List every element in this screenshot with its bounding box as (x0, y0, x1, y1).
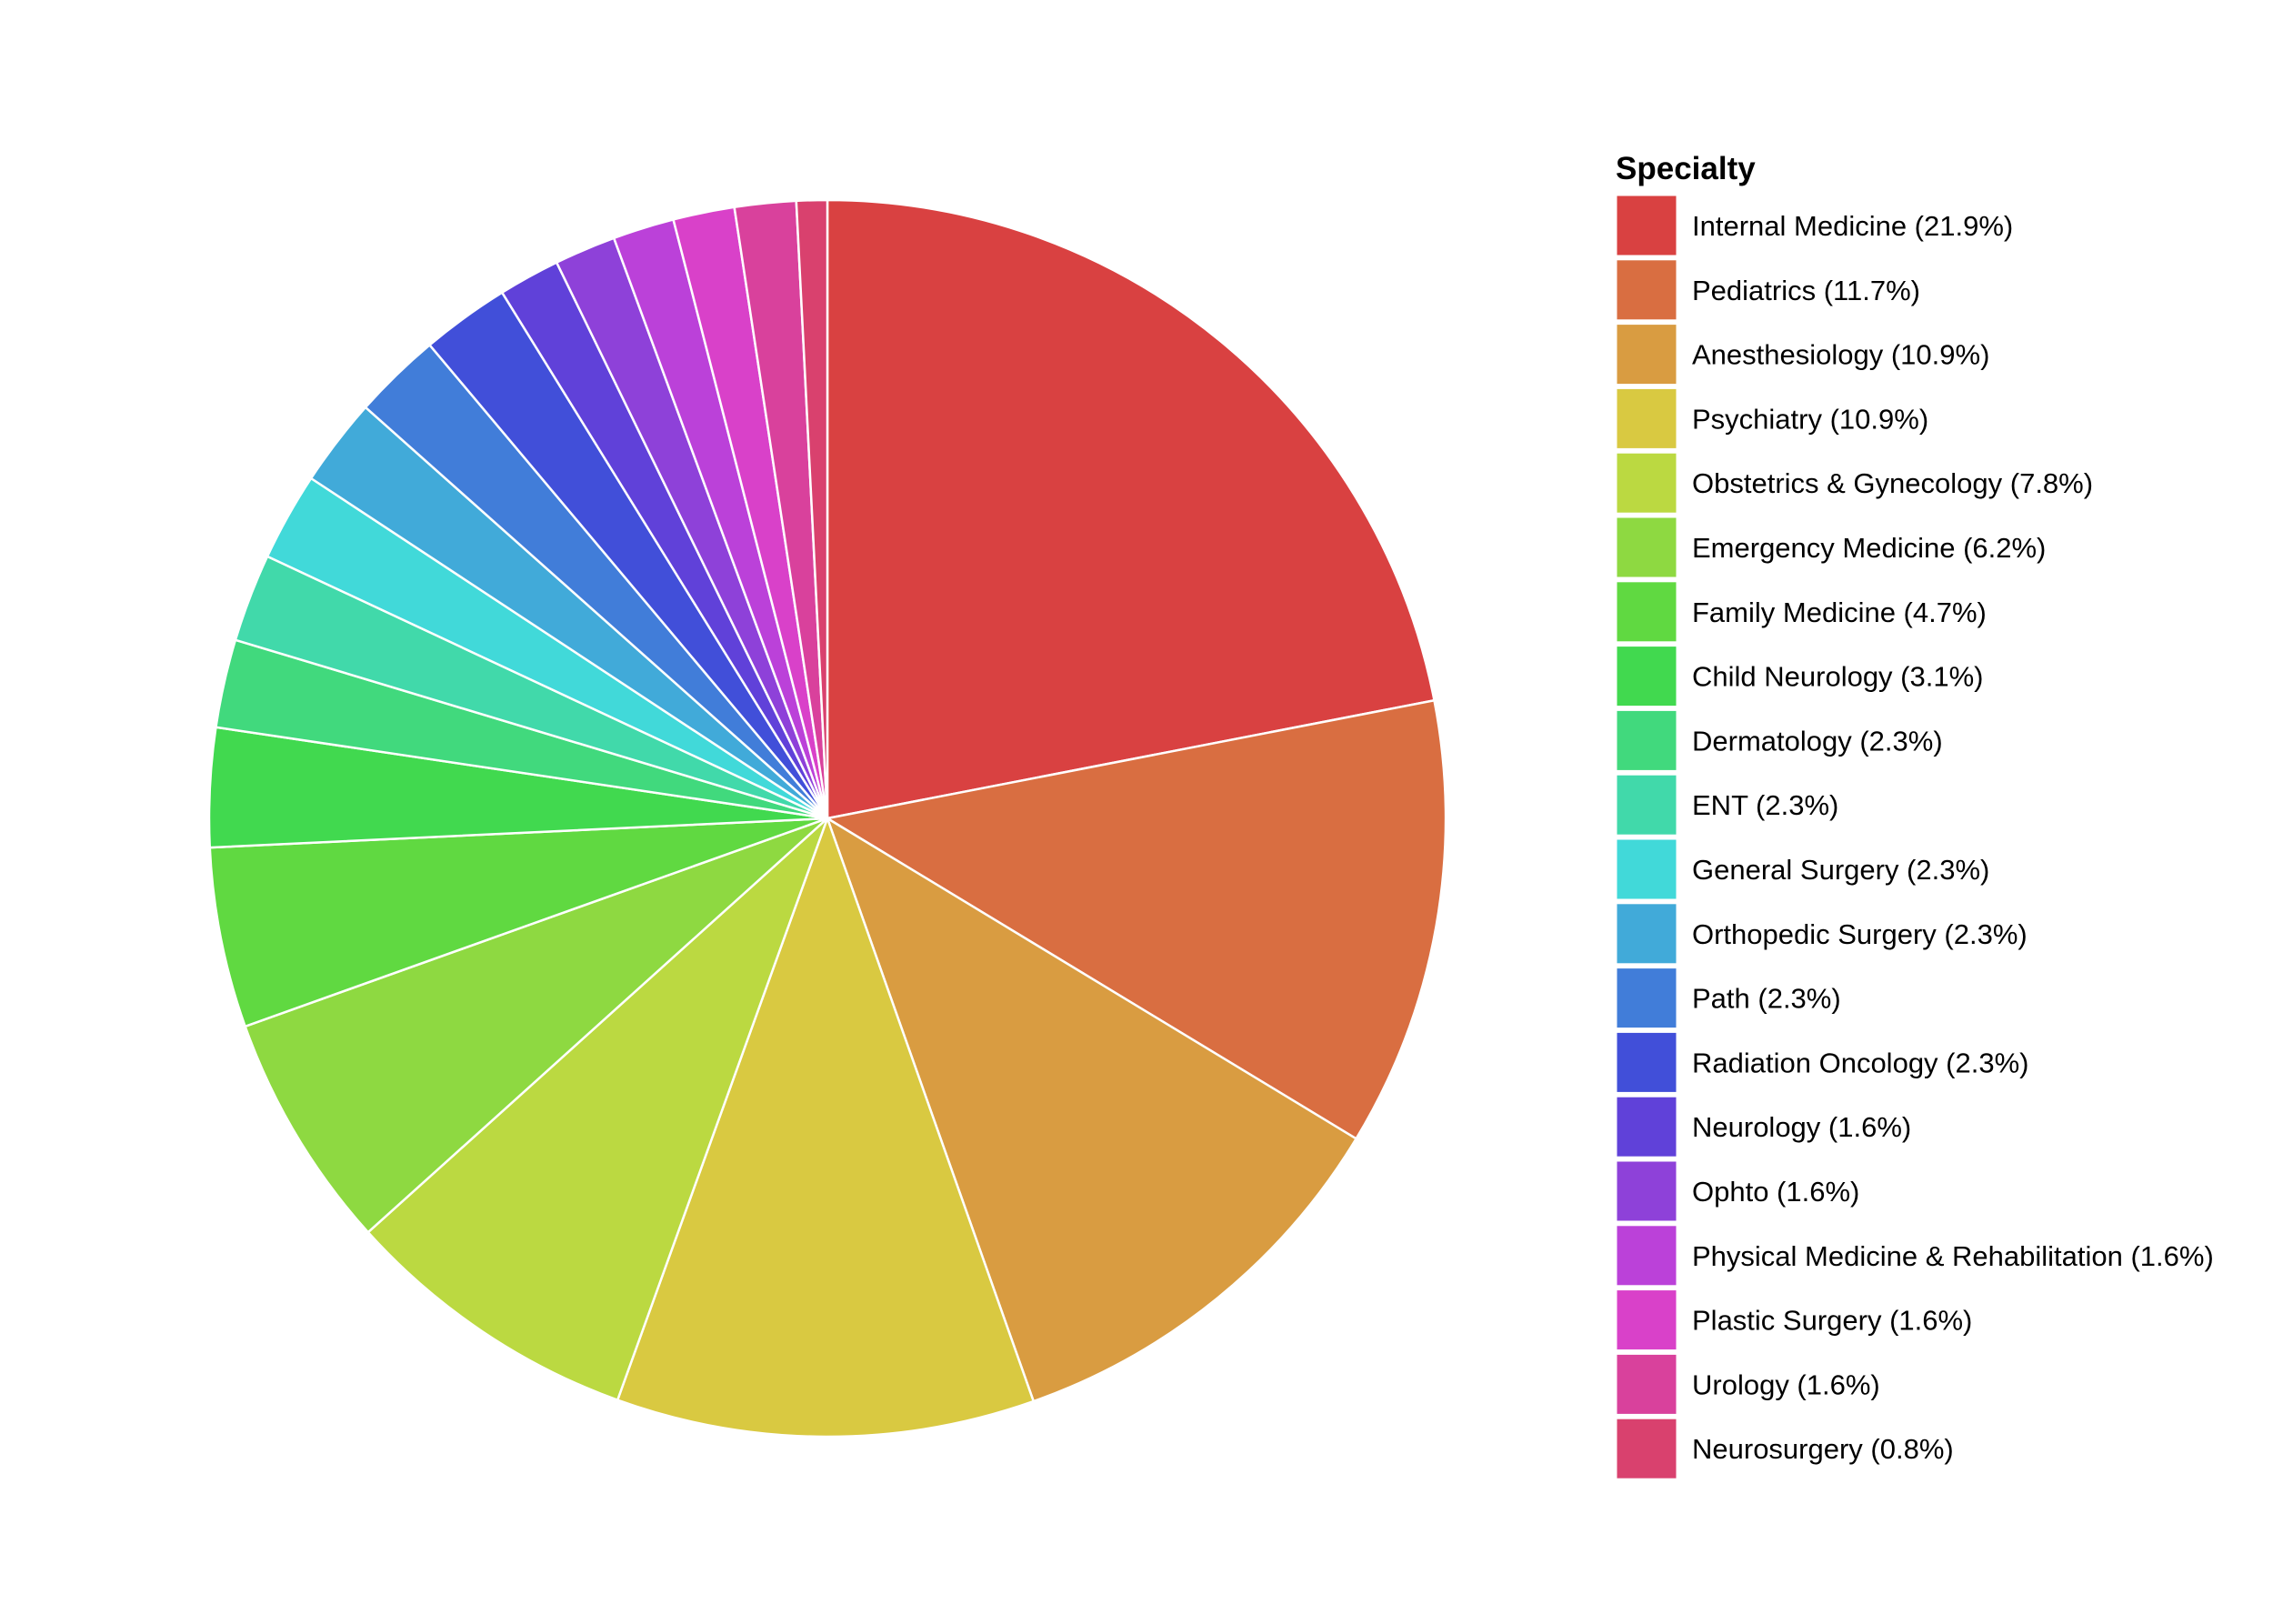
legend-label-4: Psychiatry (10.9%) (1692, 403, 1928, 435)
legend-label-19: Urology (1.6%) (1692, 1368, 1880, 1400)
legend-key-17 (1614, 1223, 1679, 1288)
legend-key-20 (1614, 1416, 1679, 1481)
legend-items: Internal Medicine (21.9%) Pediatrics (11.… (1614, 193, 2214, 1481)
legend-label-15: Neurology (1.6%) (1692, 1111, 1911, 1143)
legend-key-9 (1614, 707, 1679, 773)
legend-label-18: Plastic Surgery (1.6%) (1692, 1305, 1972, 1337)
legend-label-17: Physical Medicine & Rehabilitation (1.6%… (1692, 1240, 2214, 1272)
legend-label-14: Radiation Oncology (2.3%) (1692, 1047, 2028, 1078)
legend-key-2 (1614, 257, 1679, 323)
legend-label-2: Pediatrics (11.7%) (1692, 275, 1920, 306)
pie-slice-3 (826, 817, 1357, 1403)
legend-key-19 (1614, 1351, 1679, 1417)
legend-label-6: Emergency Medicine (6.2%) (1692, 532, 2046, 564)
legend-key-16 (1614, 1158, 1679, 1224)
pie-slice-5 (366, 817, 829, 1401)
pie-slice-2 (826, 698, 1447, 1140)
legend-label-1: Internal Medicine (21.9%) (1692, 210, 2013, 242)
legend-label-13: Path (2.3%) (1692, 983, 1841, 1015)
legend-key-18 (1614, 1288, 1679, 1353)
legend-key-14 (1614, 1029, 1679, 1095)
legend-label-20: Neurosurgery (0.8%) (1692, 1433, 1954, 1465)
legend-key-8 (1614, 644, 1679, 709)
pie-slice-6 (244, 817, 829, 1234)
legend-key-7 (1614, 579, 1679, 645)
legend-title: Specialty (1616, 151, 1756, 186)
legend-key-13 (1614, 966, 1679, 1031)
pie-slice-20 (795, 198, 829, 820)
pie-slices (207, 198, 1447, 1439)
legend-label-3: Anesthesiology (10.9%) (1692, 339, 1989, 371)
legend-label-5: Obstetrics & Gynecology (7.8%) (1692, 467, 2093, 499)
legend-key-1 (1614, 193, 1679, 258)
pie-slice-1 (826, 198, 1436, 820)
legend-label-11: General Surgery (2.3%) (1692, 854, 1989, 886)
legend: Specialty Internal Medicine (21.9%) Pedia… (1614, 151, 2214, 1481)
legend-label-12: Orthopedic Surgery (2.3%) (1692, 918, 2028, 950)
legend-label-10: ENT (2.3%) (1692, 789, 1838, 821)
legend-key-5 (1614, 450, 1679, 516)
legend-key-10 (1614, 772, 1679, 837)
legend-label-9: Dermatology (2.3%) (1692, 725, 1943, 757)
pie-slice-4 (616, 817, 1035, 1439)
legend-key-11 (1614, 837, 1679, 902)
legend-key-6 (1614, 515, 1679, 580)
legend-key-4 (1614, 386, 1679, 451)
legend-key-15 (1614, 1094, 1679, 1159)
legend-key-12 (1614, 901, 1679, 967)
legend-label-8: Child Neurology (3.1%) (1692, 661, 1983, 693)
legend-label-7: Family Medicine (4.7%) (1692, 596, 1987, 628)
pie-slice-7 (208, 817, 829, 1028)
legend-label-16: Ophto (1.6%) (1692, 1176, 1859, 1208)
legend-key-3 (1614, 322, 1679, 387)
